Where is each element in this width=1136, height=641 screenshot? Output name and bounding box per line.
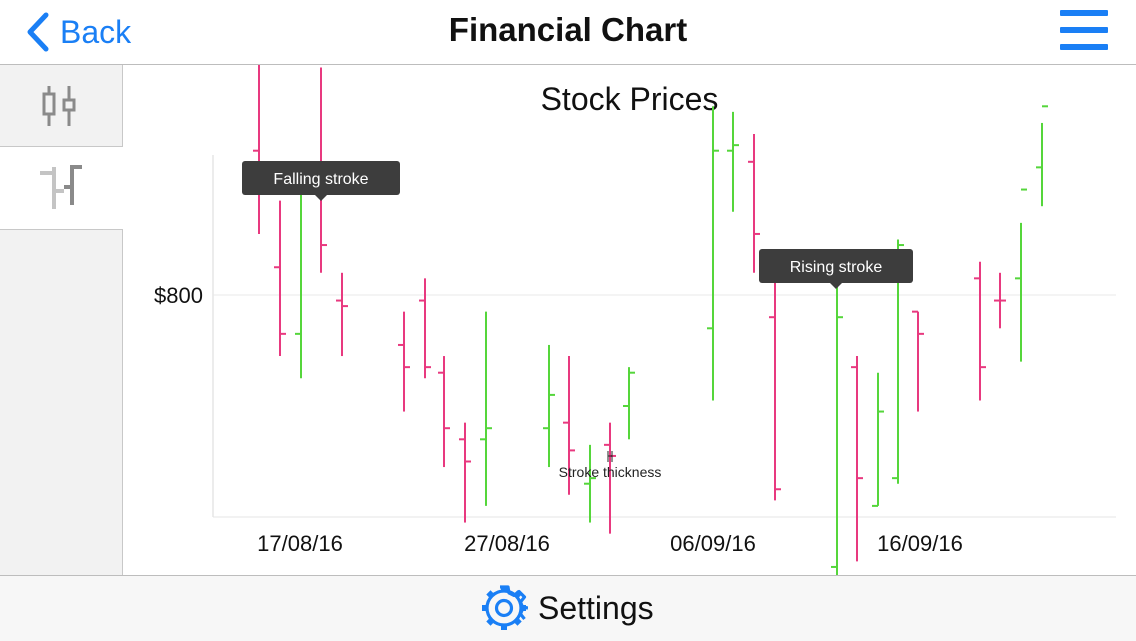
rising-stroke-tooltip: Rising stroke — [759, 249, 913, 289]
falling-stroke-tooltip: Falling stroke — [242, 161, 400, 201]
hamburger-line — [1060, 10, 1108, 16]
bottom-toolbar: Settings — [0, 575, 1136, 641]
navigation-bar: Back Financial Chart — [0, 0, 1136, 65]
falling-stroke-tooltip-box — [242, 161, 400, 195]
y-tick-label: $800 — [154, 283, 203, 308]
chart-type-sidebar — [0, 65, 123, 575]
falling-stroke-tooltip-pointer — [315, 195, 327, 201]
rising-stroke-tooltip-box — [759, 249, 913, 283]
rising-stroke-tooltip-pointer — [830, 283, 842, 289]
hamburger-line — [1060, 27, 1108, 33]
back-button[interactable]: Back — [26, 10, 131, 54]
page-title: Financial Chart — [448, 11, 688, 48]
sidebar-item-candlestick[interactable] — [0, 65, 122, 147]
x-tick-label: 16/09/16 — [877, 531, 963, 556]
ohlc-chart-icon — [39, 165, 82, 209]
chart-title: Stock Prices — [540, 81, 719, 117]
x-tick-label: 27/08/16 — [464, 531, 550, 556]
back-label: Back — [60, 13, 132, 50]
x-tick-label: 06/09/16 — [670, 531, 756, 556]
chart-area: Stock Prices $800 17/08/16 27/08/16 06/09/1… — [123, 65, 1136, 575]
sidebar-item-ohlc[interactable] — [0, 146, 123, 230]
candlestick-chart-icon — [42, 86, 76, 126]
chevron-left-icon — [27, 12, 49, 52]
menu-button[interactable] — [1060, 10, 1108, 50]
ohlc-chart[interactable]: $800 17/08/16 27/08/16 06/09/16 16/09/16 Fall… — [123, 65, 1136, 575]
gear-icon — [482, 585, 528, 630]
rising-stroke-tooltip-label: Rising stroke — [790, 259, 883, 276]
x-tick-label: 17/08/16 — [257, 531, 343, 556]
falling-stroke-tooltip-label: Falling stroke — [273, 171, 368, 188]
hamburger-line — [1060, 44, 1108, 50]
stroke-thickness-label: Stroke thickness — [559, 464, 662, 480]
settings-button[interactable]: Settings — [480, 584, 654, 632]
settings-label: Settings — [538, 589, 654, 626]
